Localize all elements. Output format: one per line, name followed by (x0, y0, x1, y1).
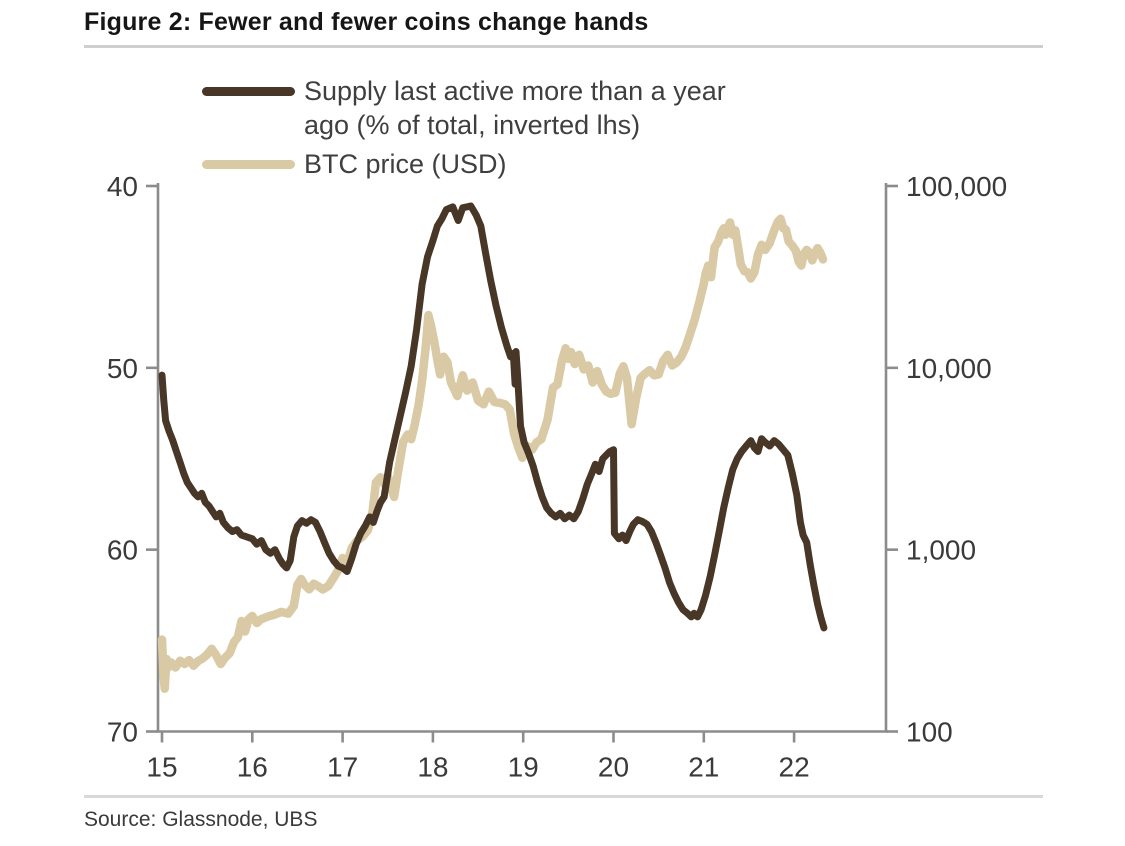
btc-price-usd-line (157, 214, 828, 693)
x-axis-tick-label: 21 (688, 752, 719, 783)
x-axis-tick-label: 22 (779, 752, 810, 783)
x-axis-tick-label: 17 (327, 752, 358, 783)
chart-legend: Supply last active more than a year ago … (202, 74, 726, 186)
legend-label-btc-price: BTC price (USD) (304, 149, 507, 179)
supply-last-active-1y-line (158, 202, 828, 632)
supply-line-swatch (202, 87, 295, 96)
y-axis-right-tick-label: 100 (906, 717, 953, 748)
source-caption: Source: Glassnode, UBS (84, 808, 318, 831)
x-axis-tick-label: 19 (508, 752, 539, 783)
legend-item-btc-price: BTC price (USD) (202, 147, 726, 181)
y-axis-left-tick-label: 60 (107, 535, 138, 566)
legend-item-supply: Supply last active more than a year ago … (202, 74, 726, 142)
legend-label-supply: Supply last active more than a year ago … (304, 76, 726, 140)
y-axis-right-tick-label: 100,000 (906, 171, 1007, 202)
y-axis-left-tick-label: 50 (107, 353, 138, 384)
y-axis-right-tick-label: 1,000 (906, 535, 976, 566)
y-axis-right-tick-label: 10,000 (906, 353, 992, 384)
title-underline (84, 45, 1043, 48)
figure-title: Figure 2: Fewer and fewer coins change h… (84, 8, 649, 36)
x-axis-tick-label: 18 (417, 752, 448, 783)
btc-price-line-swatch (202, 160, 295, 169)
source-divider (84, 795, 1043, 798)
x-axis-tick-label: 15 (146, 752, 177, 783)
x-axis-tick-label: 20 (598, 752, 629, 783)
y-axis-left-tick-label: 70 (107, 717, 138, 748)
y-axis-left-tick-label: 40 (107, 171, 138, 202)
x-axis-tick-label: 16 (237, 752, 268, 783)
